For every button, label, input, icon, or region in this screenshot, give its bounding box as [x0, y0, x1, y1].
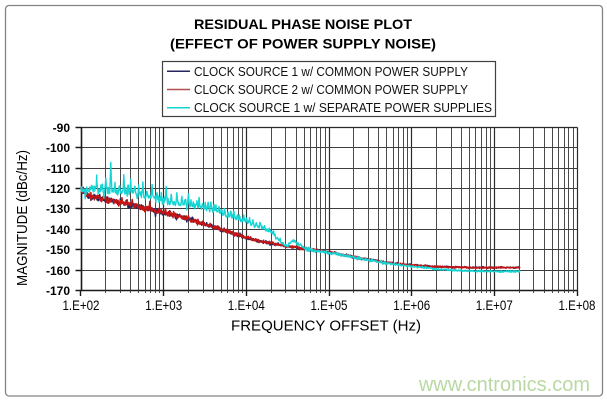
svg-text:1.E+06: 1.E+06 — [393, 298, 430, 313]
svg-text:-140: -140 — [46, 223, 70, 237]
svg-text:FREQUENCY OFFSET (Hz): FREQUENCY OFFSET (Hz) — [231, 319, 421, 335]
svg-text:-160: -160 — [46, 264, 70, 278]
svg-text:-150: -150 — [46, 243, 70, 257]
svg-text:-110: -110 — [47, 162, 71, 176]
svg-text:-120: -120 — [46, 182, 70, 196]
svg-text:1.E+04: 1.E+04 — [228, 298, 265, 313]
svg-text:1.E+07: 1.E+07 — [476, 298, 513, 313]
svg-text:-100: -100 — [46, 141, 70, 155]
svg-text:www.cntronics.com: www.cntronics.com — [418, 374, 590, 396]
svg-text:RESIDUAL PHASE NOISE PLOT: RESIDUAL PHASE NOISE PLOT — [194, 16, 412, 32]
svg-text:CLOCK SOURCE 2 w/ COMMON POWER: CLOCK SOURCE 2 w/ COMMON POWER SUPPLY — [194, 83, 469, 97]
svg-text:CLOCK SOURCE 1 w/ SEPARATE POW: CLOCK SOURCE 1 w/ SEPARATE POWER SUPPLIE… — [194, 101, 492, 115]
svg-text:CLOCK SOURCE 1 w/ COMMON POWER: CLOCK SOURCE 1 w/ COMMON POWER SUPPLY — [194, 65, 469, 79]
svg-text:(EFFECT OF POWER SUPPLY NOISE): (EFFECT OF POWER SUPPLY NOISE) — [170, 36, 436, 52]
svg-text:1.E+08: 1.E+08 — [559, 298, 596, 313]
svg-text:1.E+02: 1.E+02 — [63, 298, 100, 313]
svg-text:-170: -170 — [46, 284, 70, 298]
svg-text:-90: -90 — [53, 121, 71, 135]
svg-text:-130: -130 — [46, 202, 70, 216]
svg-text:1.E+05: 1.E+05 — [311, 298, 348, 313]
svg-text:MAGNITUDE (dBc/Hz): MAGNITUDE (dBc/Hz) — [14, 150, 31, 286]
svg-text:1.E+03: 1.E+03 — [145, 298, 182, 313]
